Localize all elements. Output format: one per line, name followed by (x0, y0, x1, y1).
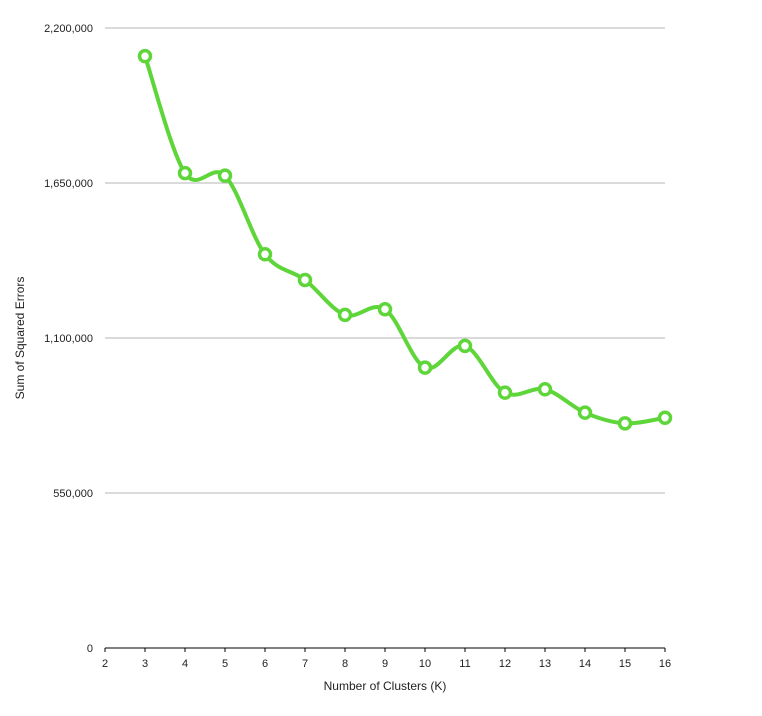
data-point (337, 307, 353, 323)
x-tick-label: 4 (182, 658, 188, 670)
data-point (657, 410, 673, 426)
data-point (177, 165, 193, 181)
y-tick-label: 550,000 (53, 488, 93, 500)
x-tick-label: 10 (419, 658, 431, 670)
x-tick-label: 15 (619, 658, 631, 670)
x-axis-ticks: 2 3 4 5 6 7 8 9 10 11 12 13 14 15 16 (102, 648, 671, 670)
data-point (137, 48, 153, 64)
data-point (497, 385, 513, 400)
y-axis-ticks: 0 550,000 1,100,000 1,650,000 2,200,000 (44, 23, 93, 655)
y-axis-label: Sum of Squared Errors (13, 277, 27, 400)
y-tick-label: 1,100,000 (44, 333, 93, 345)
x-tick-label: 7 (302, 658, 308, 670)
data-point (457, 338, 473, 354)
x-tick-label: 12 (499, 658, 511, 670)
x-tick-label: 16 (659, 658, 671, 670)
x-axis-label: Number of Clusters (K) (324, 679, 447, 693)
y-tick-label: 0 (87, 643, 93, 655)
gridlines (105, 27, 665, 494)
y-tick-label: 1,650,000 (44, 178, 93, 190)
x-tick-label: 5 (222, 658, 228, 670)
data-point (297, 272, 313, 288)
data-point (537, 382, 553, 397)
data-point (417, 360, 433, 375)
series-line (143, 54, 667, 426)
x-tick-label: 9 (382, 658, 388, 670)
y-tick-label: 2,200,000 (44, 23, 93, 35)
x-tick-label: 13 (539, 658, 551, 670)
data-point (257, 247, 273, 262)
data-point (217, 168, 233, 183)
data-point (377, 302, 393, 317)
x-tick-label: 8 (342, 658, 348, 670)
x-tick-label: 6 (262, 658, 268, 670)
x-tick-label: 11 (459, 658, 470, 670)
data-point (617, 416, 633, 431)
x-tick-label: 2 (102, 658, 108, 670)
data-point (577, 405, 593, 420)
x-tick-label: 3 (142, 658, 148, 670)
series-sse (137, 48, 673, 431)
x-tick-label: 14 (579, 658, 591, 670)
